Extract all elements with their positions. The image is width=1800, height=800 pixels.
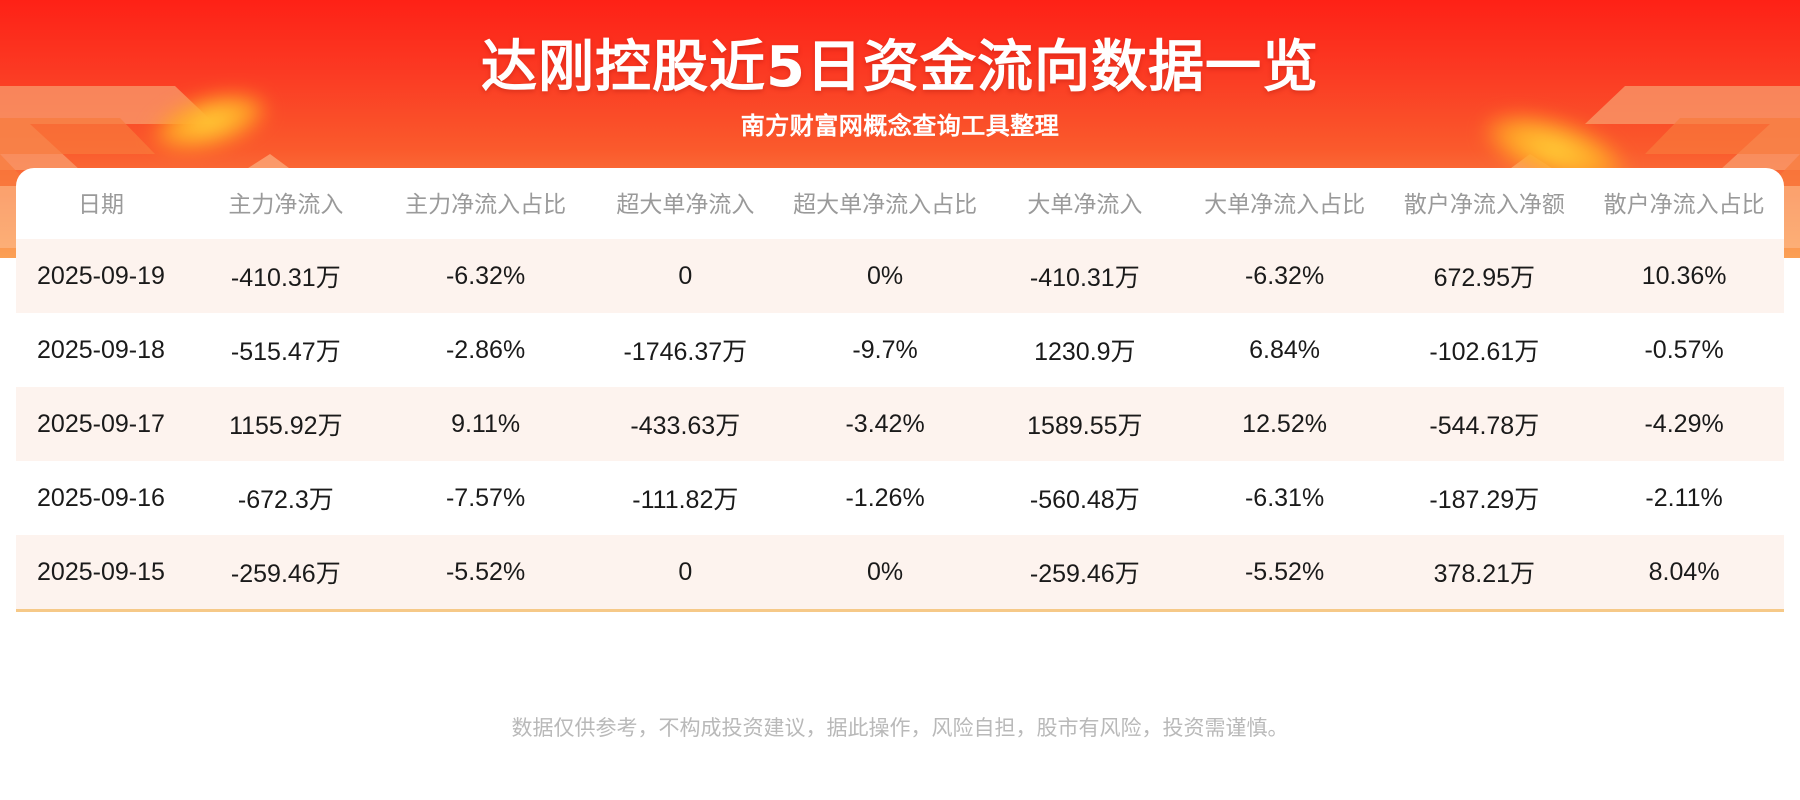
cell-lg-net: 1589.55万 bbox=[1027, 412, 1143, 441]
cell-lg-net: -560.48万 bbox=[1029, 486, 1140, 515]
cell-main-pct: -7.57% bbox=[445, 483, 526, 512]
cell-retail-pct: 10.36% bbox=[1641, 261, 1727, 290]
cell-xl-pct: 0% bbox=[867, 261, 904, 290]
disclaimer-text: 数据仅供参考，不构成投资建议，据此操作，风险自担，股市有风险，投资需谨慎。 bbox=[511, 716, 1289, 740]
cell-main-net: -672.3万 bbox=[237, 486, 334, 515]
column-header-xl-pct[interactable]: 超大单净流入占比 bbox=[793, 191, 978, 217]
cell-retail-net: -187.29万 bbox=[1429, 486, 1540, 515]
cell-lg-net: -410.31万 bbox=[1029, 264, 1140, 293]
cell-lg-pct: -5.52% bbox=[1184, 535, 1385, 613]
column-header-retail-pct[interactable]: 散户净流入占比 bbox=[1603, 191, 1765, 217]
cell-retail-pct: 8.04% bbox=[1584, 535, 1784, 613]
cell-main-net: -410.31万 bbox=[230, 264, 341, 293]
cell-xl-pct: -9.7% bbox=[852, 335, 918, 364]
cell-lg-net: 1230.9万 bbox=[1034, 338, 1136, 367]
table-row[interactable]: 2025-09-17 1155.92万 9.11% -433.63万 -3.42… bbox=[16, 387, 1784, 462]
cell-xl-net: 0 bbox=[678, 261, 693, 290]
cell-main-pct: -6.32% bbox=[445, 261, 526, 290]
cell-main-net: 1155.92万 bbox=[229, 412, 343, 441]
column-header-date[interactable]: 日期 bbox=[77, 191, 124, 217]
table-row[interactable]: 2025-09-19 -410.31万 -6.32% 0 0% -410.31万… bbox=[16, 239, 1784, 314]
page-title: 达刚控股近5日资金流向数据一览 bbox=[481, 35, 1319, 100]
cell-lg-net: -259.46万 bbox=[984, 535, 1185, 613]
table-header: 日期 主力净流入 主力净流入占比 超大单净流入 超大单净流入占比 大单净流入 大… bbox=[16, 168, 1784, 239]
cell-lg-pct: -6.32% bbox=[1244, 261, 1325, 290]
cell-xl-net: -433.63万 bbox=[630, 412, 741, 441]
column-header-lg-pct[interactable]: 大单净流入占比 bbox=[1204, 191, 1366, 217]
cell-xl-pct: 0% bbox=[785, 535, 985, 613]
cell-xl-pct: -1.26% bbox=[845, 483, 925, 512]
cell-retail-net: 672.95万 bbox=[1433, 264, 1536, 293]
cell-main-net: -259.46万 bbox=[185, 535, 386, 613]
cell-main-pct: -2.86% bbox=[445, 335, 526, 364]
table-header-row: 日期 主力净流入 主力净流入占比 超大单净流入 超大单净流入占比 大单净流入 大… bbox=[16, 168, 1784, 239]
cell-date: 2025-09-15 bbox=[16, 535, 186, 613]
column-header-main-net[interactable]: 主力净流入 bbox=[228, 191, 344, 217]
cell-xl-pct: -3.42% bbox=[845, 409, 925, 438]
cell-xl-net: -111.82万 bbox=[632, 486, 739, 515]
cell-retail-pct: -4.29% bbox=[1644, 409, 1724, 438]
cell-xl-net: -1746.37万 bbox=[623, 338, 748, 367]
cell-lg-pct: 12.52% bbox=[1242, 409, 1327, 438]
cell-date: 2025-09-17 bbox=[37, 409, 165, 438]
cell-lg-pct: 6.84% bbox=[1249, 335, 1321, 364]
cell-date: 2025-09-19 bbox=[37, 261, 165, 290]
page-subtitle: 南方财富网概念查询工具整理 bbox=[740, 112, 1060, 140]
column-header-retail-net[interactable]: 散户净流入净额 bbox=[1403, 191, 1565, 217]
fund-flow-card: 南方财富网 Southmoney.com 日期 主力净流入 主力净流入占比 超大… bbox=[16, 168, 1784, 613]
table-row[interactable]: 2025-09-15 -259.46万 -5.52% 0 0% -259.46万… bbox=[16, 535, 1784, 613]
cell-main-pct: 9.11% bbox=[451, 409, 521, 438]
cell-retail-pct: -0.57% bbox=[1644, 335, 1724, 364]
cell-date: 2025-09-16 bbox=[37, 483, 165, 512]
column-header-xl-net[interactable]: 超大单净流入 bbox=[616, 191, 755, 217]
table-row[interactable]: 2025-09-16 -672.3万 -7.57% -111.82万 -1.26… bbox=[16, 461, 1784, 536]
cell-retail-pct: -2.11% bbox=[1645, 483, 1723, 512]
column-header-lg-net[interactable]: 大单净流入 bbox=[1027, 191, 1143, 217]
cell-lg-pct: -6.31% bbox=[1244, 483, 1325, 512]
cell-retail-net: 378.21万 bbox=[1384, 535, 1585, 613]
cell-main-pct: -5.52% bbox=[385, 535, 586, 613]
column-header-main-pct[interactable]: 主力净流入占比 bbox=[405, 191, 567, 217]
cell-retail-net: -544.78万 bbox=[1429, 412, 1540, 441]
cell-xl-net: 0 bbox=[585, 535, 786, 613]
cell-main-net: -515.47万 bbox=[230, 338, 341, 367]
fund-flow-table: 日期 主力净流入 主力净流入占比 超大单净流入 超大单净流入占比 大单净流入 大… bbox=[16, 168, 1784, 613]
cell-retail-net: -102.61万 bbox=[1429, 338, 1540, 367]
cell-date: 2025-09-18 bbox=[37, 335, 165, 364]
table-row[interactable]: 2025-09-18 -515.47万 -2.86% -1746.37万 -9.… bbox=[16, 313, 1784, 388]
table-body: 2025-09-19 -410.31万 -6.32% 0 0% -410.31万… bbox=[16, 239, 1784, 613]
